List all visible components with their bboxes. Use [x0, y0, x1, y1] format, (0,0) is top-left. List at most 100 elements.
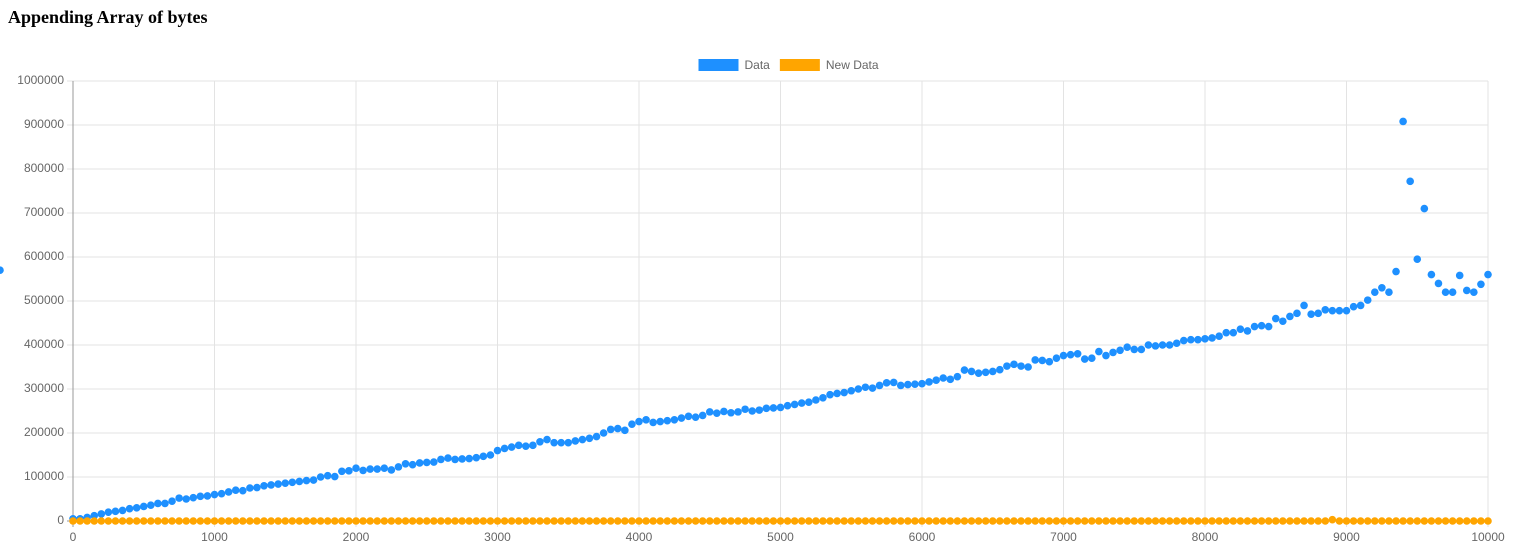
point: [1300, 517, 1308, 525]
point: [861, 383, 870, 392]
point: [260, 517, 268, 525]
point: [783, 401, 792, 410]
point: [1279, 517, 1287, 525]
point: [1484, 270, 1492, 279]
y-tick-label: 800000: [24, 161, 64, 175]
point: [670, 517, 679, 525]
point: [437, 455, 445, 464]
point: [1307, 310, 1315, 319]
point: [889, 378, 898, 387]
point: [1257, 517, 1266, 525]
y-tick-label: 600000: [24, 249, 64, 263]
point: [401, 460, 410, 468]
y-tick-label: 200000: [24, 425, 64, 439]
point: [960, 517, 969, 525]
point: [1165, 517, 1174, 525]
point: [415, 517, 424, 525]
point: [656, 517, 665, 525]
point: [1307, 517, 1315, 525]
point: [670, 416, 679, 424]
point: [1187, 517, 1195, 525]
point: [875, 517, 884, 525]
point: [1095, 517, 1103, 525]
point: [826, 390, 834, 399]
point: [465, 454, 474, 463]
point: [543, 435, 551, 444]
point: [430, 458, 438, 466]
point: [345, 467, 353, 475]
point: [486, 517, 495, 525]
point: [677, 517, 686, 525]
point: [309, 517, 318, 525]
point: [1264, 517, 1273, 525]
point: [451, 517, 459, 525]
x-tick-label: 0: [70, 530, 77, 544]
point: [953, 372, 962, 381]
point: [1406, 517, 1414, 525]
point: [267, 481, 275, 489]
point: [1144, 517, 1153, 525]
point: [196, 517, 205, 525]
point: [783, 517, 792, 525]
point: [564, 438, 573, 447]
x-tick-label: 7000: [1050, 530, 1077, 544]
point: [231, 486, 240, 495]
point: [281, 479, 290, 487]
point: [1031, 356, 1039, 364]
point: [1137, 345, 1146, 354]
y-tick-label: 1000000: [17, 73, 64, 87]
point: [1250, 517, 1259, 525]
point: [1356, 517, 1365, 525]
point: [281, 517, 290, 525]
point: [1088, 354, 1096, 363]
point: [507, 443, 516, 451]
point: [1349, 302, 1358, 311]
point: [422, 458, 431, 467]
point: [182, 495, 190, 503]
y-tick-label: 700000: [24, 205, 64, 219]
point: [1236, 517, 1245, 525]
point: [939, 374, 948, 382]
point: [1328, 515, 1337, 524]
point: [663, 517, 672, 525]
point: [776, 517, 785, 525]
point: [974, 369, 983, 377]
point: [1385, 517, 1393, 525]
point: [373, 517, 382, 525]
point: [196, 492, 205, 501]
point: [1413, 517, 1422, 525]
point: [132, 517, 141, 525]
point: [564, 517, 573, 525]
point: [111, 507, 120, 516]
point: [352, 517, 360, 525]
point: [224, 517, 233, 525]
point: [578, 435, 587, 444]
point: [1399, 517, 1407, 525]
point: [1031, 517, 1039, 525]
point: [1080, 355, 1089, 363]
point: [147, 501, 155, 509]
point: [1102, 517, 1110, 525]
point: [1102, 351, 1110, 360]
point: [154, 517, 162, 525]
point: [953, 517, 962, 525]
point: [805, 398, 813, 407]
point: [1073, 517, 1082, 525]
point: [366, 517, 374, 525]
point: [338, 517, 346, 525]
point: [1484, 517, 1492, 525]
point: [904, 517, 912, 525]
point: [274, 480, 282, 488]
point: [1123, 517, 1131, 525]
point: [1215, 332, 1223, 341]
point: [1448, 288, 1457, 297]
point: [139, 517, 148, 525]
point: [1279, 317, 1287, 326]
point: [352, 464, 360, 473]
point: [1123, 343, 1131, 352]
point: [713, 517, 721, 525]
point: [1236, 325, 1245, 333]
point: [1165, 341, 1174, 349]
point: [1179, 517, 1188, 525]
legend-label: Data: [745, 58, 771, 72]
